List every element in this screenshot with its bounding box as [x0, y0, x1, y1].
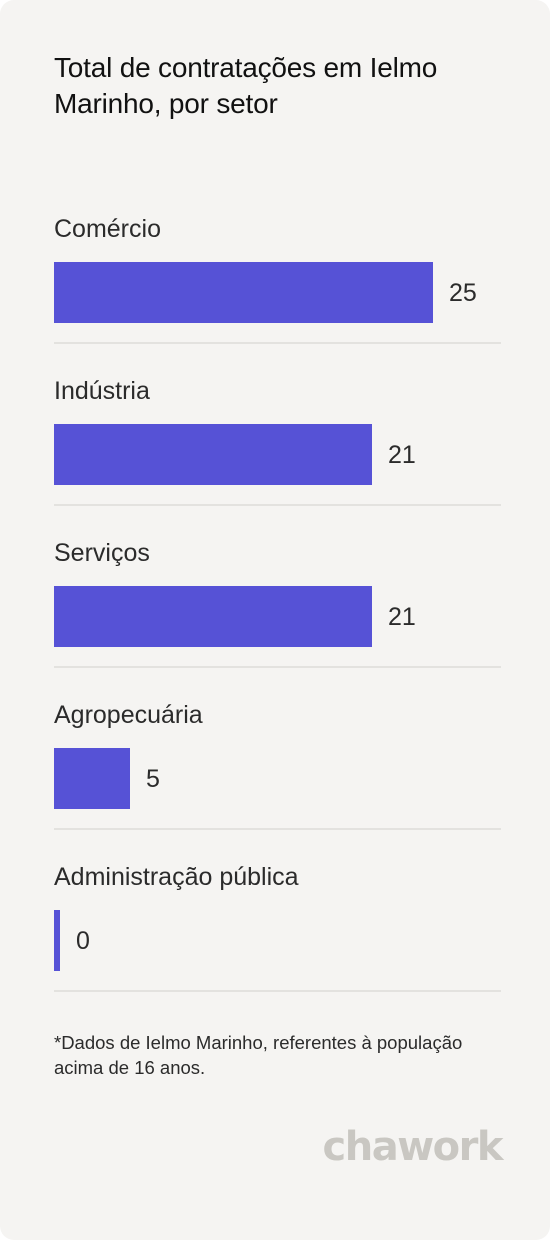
- row-divider: [54, 504, 501, 506]
- footnote: *Dados de Ielmo Marinho, referentes à po…: [54, 1032, 463, 1078]
- category-label: Serviços: [54, 539, 150, 567]
- row-divider: [54, 342, 501, 344]
- bar: [54, 262, 433, 323]
- brand-logo: chawork: [322, 1124, 504, 1170]
- category-label: Indústria: [54, 377, 150, 405]
- category-label: Agropecuária: [54, 701, 203, 729]
- bar-value-label: 25: [449, 279, 477, 307]
- bar-value-label: 0: [76, 927, 90, 955]
- category-label: Comércio: [54, 215, 161, 243]
- bar: [54, 424, 372, 485]
- bar: [54, 586, 372, 647]
- row-divider: [54, 828, 501, 830]
- bar-value-label: 5: [146, 765, 160, 793]
- category-label: Administração pública: [54, 863, 299, 891]
- row-divider: [54, 666, 501, 668]
- chart-title: Total de contratações em Ielmo Marinho, …: [54, 52, 438, 119]
- bar: [54, 748, 130, 809]
- row-divider: [54, 990, 501, 992]
- bar-value-label: 21: [388, 603, 416, 631]
- bar-value-label: 21: [388, 441, 416, 469]
- bar: [54, 910, 60, 971]
